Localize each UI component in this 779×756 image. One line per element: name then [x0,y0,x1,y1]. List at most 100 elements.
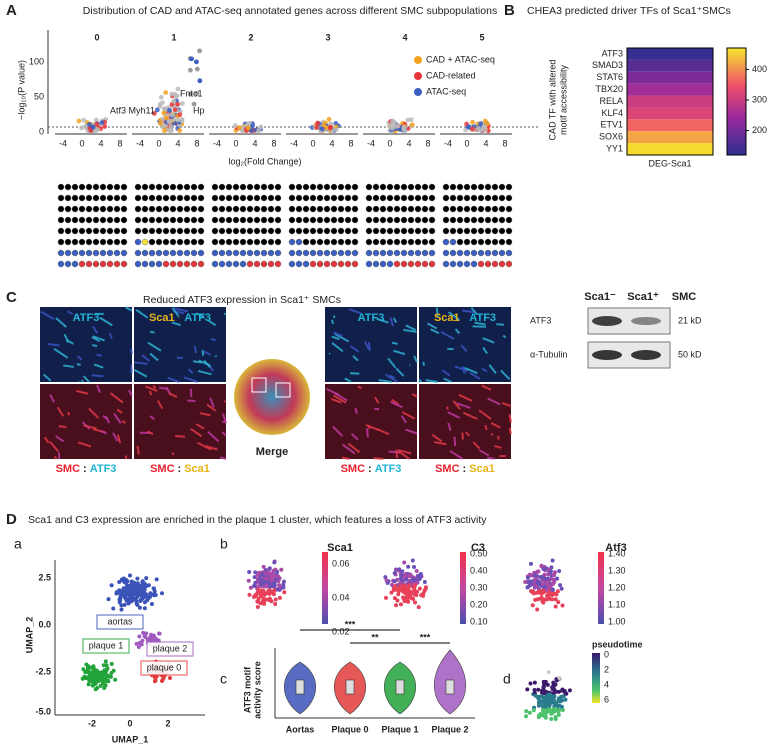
label-part: SMC [341,463,366,475]
texture [405,428,418,435]
waffle-dot [64,205,72,213]
cell [134,601,139,606]
texture [443,377,453,383]
waffle-dot [400,260,408,268]
waffle-dot [372,205,380,213]
texture [400,415,408,424]
waffle-dot [106,194,114,202]
cell [549,711,554,716]
texture [168,392,178,398]
cell [413,592,418,597]
cell [398,580,403,585]
waffle-dot [260,205,268,213]
waffle-dot [498,183,506,191]
texture [367,342,371,352]
colorbar-tick-label: 400 [752,64,767,74]
texture [331,335,340,341]
colorbar-tick-label: 0.50 [470,548,488,558]
point [188,91,193,97]
point [328,124,333,130]
texture [481,367,488,373]
cell [416,576,421,581]
waffle-dot [365,260,373,268]
waffle-dot [190,227,198,235]
cell [412,564,417,569]
waffle-dot [246,227,254,235]
waffle-dot [337,249,345,257]
waffle-dot [337,183,345,191]
waffle-dot [379,260,387,268]
subpanel-label: b [220,536,228,552]
cell [134,641,139,646]
gene-label: Fntc1 [180,88,203,98]
waffle-dot [274,260,282,268]
waffle-dot [162,249,170,257]
waffle-dot [407,183,415,191]
waffle-dot [442,227,450,235]
texture [341,456,350,460]
cell [93,687,98,692]
waffle-dot [484,227,492,235]
texture [502,334,507,339]
texture [187,399,196,403]
point [167,119,173,125]
point [158,121,163,126]
cell [389,590,394,595]
panel-title: Sca1 and C3 expression are enriched in t… [28,514,487,526]
waffle-dot [288,227,296,235]
waffle-dot [239,260,247,268]
waffle-dot [99,183,107,191]
texture [92,326,99,334]
label-part: : [368,463,372,475]
cell [398,602,403,607]
texture [392,317,398,324]
waffle-dot [85,194,93,202]
cell [96,672,101,677]
waffle-dot [85,205,93,213]
cell [114,591,119,596]
waffle-dot [491,194,499,202]
waffle-dot [169,260,177,268]
waffle-dot [134,227,142,235]
waffle-dot [379,249,387,257]
label-part: ATF3 [73,312,100,324]
cell [253,580,258,585]
texture [330,398,342,404]
waffle-dot [470,194,478,202]
texture [378,379,392,383]
cell [153,637,158,642]
waffle-dot [64,238,72,246]
texture [430,328,440,335]
cell [526,584,531,589]
waffle-dot [225,183,233,191]
waffle-dot [323,260,331,268]
waffle-dot [463,216,471,224]
cell [550,597,555,602]
blot-header: SMC [672,291,697,303]
x-tick-label: 4 [329,138,334,148]
cell [264,576,269,581]
waffle-dot [442,260,450,268]
cell [89,673,94,678]
waffle-dot [169,183,177,191]
waffle-dot [106,216,114,224]
waffle-dot [421,238,429,246]
cell [532,687,537,692]
point [161,110,167,116]
waffle-dot [288,205,296,213]
texture [108,332,113,340]
x-axis-label: log₂(Fold Change) [228,156,301,166]
waffle-dot [470,260,478,268]
point [236,125,242,131]
panel-label: C [6,289,17,306]
cell [149,636,154,641]
gene-label: Atf3 Myh11 [110,105,155,115]
waffle-dot [211,194,219,202]
waffle-dot [288,183,296,191]
cell [384,578,389,583]
cell [88,670,93,675]
cell [526,575,531,580]
waffle-dot [232,194,240,202]
cell [383,595,388,600]
cell [410,558,415,563]
